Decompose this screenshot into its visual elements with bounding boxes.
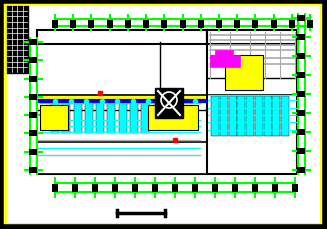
Bar (40, 96, 205, 101)
Bar (297, 148, 305, 154)
Bar (270, 20, 277, 28)
Bar (141, 98, 149, 133)
Bar (211, 96, 219, 136)
Bar (130, 98, 138, 133)
Bar (161, 20, 167, 28)
Bar (29, 149, 37, 155)
Bar (272, 96, 280, 136)
Bar (155, 88, 183, 118)
Bar (107, 20, 112, 28)
Bar (29, 167, 37, 173)
Bar (172, 184, 178, 192)
Bar (29, 131, 37, 136)
Bar (72, 184, 78, 192)
Bar (297, 72, 305, 78)
Bar (92, 184, 98, 192)
Bar (297, 53, 305, 59)
Bar (6, 5, 28, 73)
Bar (252, 184, 258, 192)
Bar (232, 184, 238, 192)
Bar (52, 20, 58, 28)
Bar (152, 184, 158, 192)
Bar (132, 184, 138, 192)
Bar (297, 110, 305, 116)
Bar (125, 20, 131, 28)
Bar (88, 20, 95, 28)
Bar (29, 94, 37, 100)
Bar (252, 20, 258, 28)
Bar (70, 20, 76, 28)
Bar (289, 20, 295, 28)
Bar (212, 184, 218, 192)
Bar (215, 50, 233, 58)
Bar (29, 39, 37, 45)
Bar (52, 184, 58, 192)
Bar (297, 34, 305, 40)
Bar (29, 57, 37, 63)
Bar (297, 91, 305, 97)
Bar (198, 20, 204, 28)
Bar (107, 98, 115, 133)
Bar (246, 96, 254, 136)
Bar (62, 98, 70, 133)
Bar (51, 98, 59, 133)
Bar (192, 184, 198, 192)
Bar (29, 112, 37, 118)
Bar (118, 98, 127, 133)
Bar (272, 184, 278, 192)
Bar (237, 96, 245, 136)
Bar (37, 30, 207, 44)
Bar (207, 30, 297, 44)
Bar (225, 55, 263, 90)
Bar (216, 20, 222, 28)
Bar (281, 96, 289, 136)
Bar (292, 184, 298, 192)
Bar (85, 98, 93, 133)
Bar (74, 98, 81, 133)
Bar (143, 20, 149, 28)
Bar (229, 96, 236, 136)
Bar (29, 76, 37, 82)
Bar (37, 142, 207, 174)
Bar (307, 20, 313, 28)
Bar (40, 105, 68, 130)
Bar (220, 96, 228, 136)
Bar (255, 96, 263, 136)
Bar (148, 105, 198, 130)
Bar (234, 20, 240, 28)
Bar (37, 42, 297, 174)
Bar (297, 167, 305, 173)
Bar (112, 184, 118, 192)
Bar (210, 55, 240, 67)
Bar (297, 129, 305, 135)
Bar (264, 96, 271, 136)
Bar (180, 20, 185, 28)
Bar (297, 15, 305, 21)
Bar (96, 98, 104, 133)
